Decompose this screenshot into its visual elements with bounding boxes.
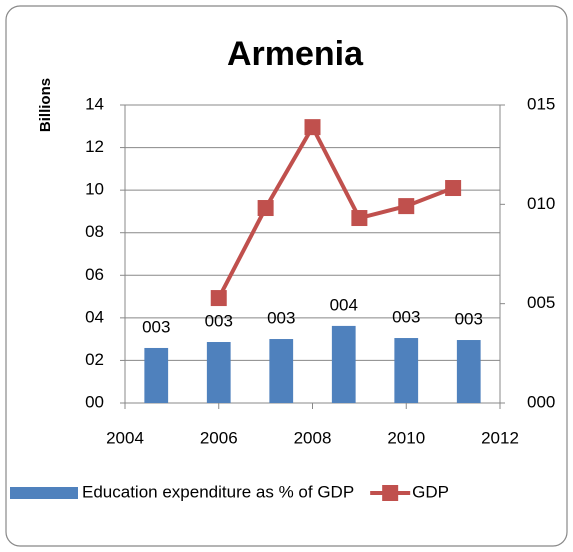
bar bbox=[456, 340, 481, 403]
line-marker bbox=[445, 180, 462, 197]
y-tick-label: 06 bbox=[85, 265, 104, 284]
legend-swatch bbox=[10, 487, 78, 499]
chart-title: Armenia bbox=[227, 35, 364, 73]
y2-tick-label: 015 bbox=[527, 94, 555, 113]
y-tick-label: 08 bbox=[85, 222, 104, 241]
y2-tick-label: 005 bbox=[527, 293, 555, 312]
chart-frame bbox=[5, 5, 568, 547]
data-label: 003 bbox=[142, 317, 170, 336]
y-tick-label: 02 bbox=[85, 350, 104, 369]
y-axis-label: Billions bbox=[37, 78, 54, 132]
line-marker bbox=[351, 210, 368, 227]
x-tick-label: 2010 bbox=[387, 428, 425, 447]
line-marker bbox=[398, 198, 415, 215]
bar bbox=[394, 338, 419, 403]
legend-swatch bbox=[382, 485, 399, 501]
x-tick-label: 2012 bbox=[481, 428, 519, 447]
x-tick-label: 2006 bbox=[200, 428, 238, 447]
legend-label: Education expenditure as % of GDP bbox=[82, 482, 354, 501]
data-label: 003 bbox=[267, 309, 295, 328]
bar bbox=[144, 347, 169, 403]
y2-tick-label: 010 bbox=[527, 194, 555, 213]
data-label: 003 bbox=[205, 311, 233, 330]
x-tick-label: 2004 bbox=[106, 428, 144, 447]
bar bbox=[206, 342, 231, 403]
bar bbox=[269, 339, 294, 403]
x-tick-label: 2008 bbox=[294, 428, 332, 447]
line-marker bbox=[257, 200, 274, 217]
y-tick-label: 04 bbox=[85, 307, 104, 326]
data-label: 003 bbox=[392, 308, 420, 327]
legend-label: GDP bbox=[412, 482, 449, 501]
y-tick-label: 00 bbox=[85, 392, 104, 411]
y-tick-label: 12 bbox=[85, 137, 104, 156]
data-label: 003 bbox=[455, 310, 483, 329]
y2-tick-label: 000 bbox=[527, 392, 555, 411]
line-marker bbox=[304, 119, 321, 136]
y-tick-label: 14 bbox=[85, 94, 104, 113]
y-tick-label: 10 bbox=[85, 180, 104, 199]
data-label: 004 bbox=[330, 295, 358, 314]
bar bbox=[331, 325, 356, 403]
line-marker bbox=[210, 290, 227, 307]
